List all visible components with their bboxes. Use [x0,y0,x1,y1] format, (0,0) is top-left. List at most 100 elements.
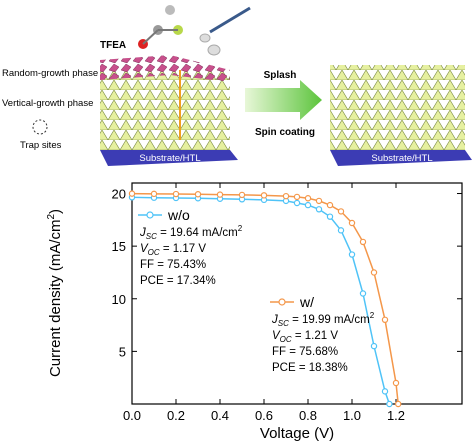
data-point [315,206,323,213]
legend-marker [146,211,154,219]
trap-icon [32,119,48,135]
annotation-text: = 19.64 mA/cm [157,227,238,239]
legend-marker [278,298,286,306]
annotation-sup: 2 [370,311,375,320]
molecule-label: TFEA [100,40,126,51]
y-axis-title: Current density (mA/cm2) [46,209,64,377]
chart: Current density (mA/cm2) Voltage (V) 0.0… [46,182,463,442]
annotation: FF = 75.68% [272,346,338,358]
annotation: JSC = 19.64 mA/cm2 [139,224,243,241]
schematic: TFEA Random-growth phase Vertical-growth… [2,5,472,166]
y-axis-title-text: Current density (mA/cm [47,220,64,378]
data-point [304,201,312,209]
substrate [330,150,472,166]
annotation: JSC = 19.99 mA/cm2 [271,311,375,328]
data-point [348,251,356,258]
x-tick-label: 1.0 [343,408,361,423]
annotation-text: FF = 75.68% [272,346,338,358]
data-point [359,238,367,246]
data-point [337,227,345,234]
annotation: FF = 75.43% [140,259,206,271]
annotation-text: = 1.17 V [160,243,207,255]
data-point [293,199,301,207]
plot-frame [131,182,463,405]
annotation: PCE = 18.38% [272,362,348,374]
data-point [326,213,334,220]
substrate [100,150,238,166]
series-line [131,196,391,405]
annotation-text: PCE = 17.34% [140,275,216,287]
x-tick-label: 0.0 [123,408,141,423]
annotation-text: = 19.99 mA/cm [289,314,370,326]
annotation-text: = 1.21 V [292,330,339,342]
random-phase [100,55,230,82]
data-point [326,201,334,209]
x-tick-label: 0.6 [255,408,273,423]
process-label: Splash [264,70,297,81]
data-point [260,192,268,199]
annotation-symbol: V [140,243,149,255]
bond [142,29,159,45]
y-tick-label: 15 [112,239,126,254]
droplet [207,44,221,56]
annotation-text: FF = 75.43% [140,259,206,271]
pipette [209,6,251,34]
y-axis-title-end: ) [47,209,64,214]
process-label: Spin coating [255,127,315,138]
phase-label: Random-growth phase [2,68,98,79]
legend-label: w/o [167,207,190,223]
film [330,65,465,150]
phase-label: Trap sites [20,140,62,151]
process-arrow [245,80,322,120]
data-point [216,191,224,198]
phase-label: Vertical-growth phase [2,98,93,109]
x-tick-label: 0.4 [211,408,229,423]
annotation: PCE = 17.34% [140,275,216,287]
annotation-text: PCE = 18.38% [272,362,348,374]
substrate-label: Substrate/HTL [371,153,432,164]
droplet [199,33,211,43]
atom [165,5,175,15]
substrate-label: Substrate/HTL [139,153,200,164]
data-point [381,316,389,324]
annotation: VOC = 1.21 V [272,330,338,344]
annotation-sub: SC [278,319,289,328]
annotation-symbol: J [139,227,146,239]
y-axis-title-sup: 2 [46,214,57,220]
annotation-symbol: J [271,314,278,326]
annotation-sub: OC [280,335,292,344]
data-point [348,219,356,227]
annotation-symbol: V [272,330,281,342]
data-point [304,195,312,202]
data-point [337,208,345,215]
data-point [150,190,158,198]
data-point [359,290,367,297]
film [100,70,230,150]
data-point [238,191,246,199]
data-point [370,342,378,350]
data-point [128,190,136,197]
data-point [293,193,301,201]
data-point [282,192,290,200]
data-point [381,388,389,395]
data-point [194,191,202,198]
annotation-sup: 2 [238,224,243,233]
y-tick-label: 20 [112,187,126,202]
y-tick-label: 10 [112,292,126,307]
data-point [386,400,393,408]
data-point [172,190,180,198]
data-point [395,400,402,408]
x-tick-label: 0.8 [299,408,317,423]
annotation-sub: OC [148,248,160,257]
x-tick-label: 0.2 [167,408,185,423]
legend-label: w/ [299,294,314,310]
y-tick-label: 5 [119,344,126,359]
data-point [315,197,323,205]
series-line [131,192,399,405]
annotation: VOC = 1.17 V [140,243,206,257]
data-point [392,379,400,387]
x-tick-label: 1.2 [387,408,405,423]
annotation-sub: SC [146,232,157,241]
data-point [370,269,378,276]
